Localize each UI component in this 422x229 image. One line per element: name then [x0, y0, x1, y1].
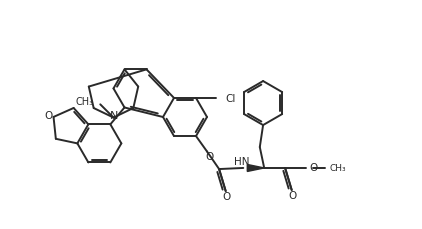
- Text: O: O: [205, 152, 213, 162]
- Text: HN: HN: [233, 156, 249, 166]
- Text: N: N: [110, 110, 119, 120]
- Text: CH₃: CH₃: [330, 164, 346, 173]
- Polygon shape: [247, 165, 264, 172]
- Text: O: O: [309, 162, 317, 172]
- Text: CH₃: CH₃: [75, 97, 93, 107]
- Text: O: O: [222, 191, 231, 201]
- Text: Cl: Cl: [226, 93, 236, 104]
- Text: O: O: [289, 190, 297, 200]
- Text: O: O: [44, 110, 53, 120]
